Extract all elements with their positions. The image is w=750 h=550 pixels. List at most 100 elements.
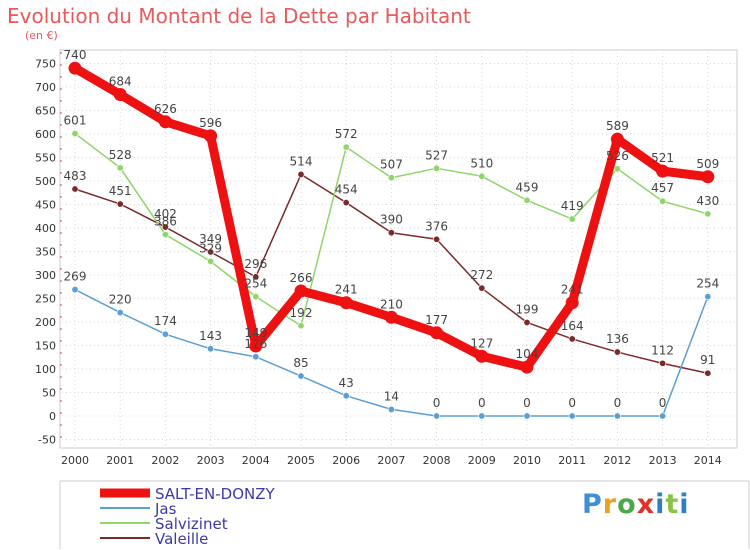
logo-letter: r xyxy=(602,489,618,520)
data-point xyxy=(387,229,395,237)
data-point xyxy=(116,164,124,172)
data-label: 528 xyxy=(109,148,132,162)
data-label: 430 xyxy=(696,194,719,208)
x-tick-label: 2013 xyxy=(649,454,677,467)
y-tick-label: 100 xyxy=(35,363,56,376)
data-label: 349 xyxy=(199,232,222,246)
x-tick-label: 2005 xyxy=(287,454,315,467)
y-tick-label: 350 xyxy=(35,246,56,259)
data-point xyxy=(610,132,624,146)
data-label: 510 xyxy=(470,156,493,170)
data-point xyxy=(161,223,169,231)
axes: -50 0 50 100 150 200 250 300 350 400 450 500 550 600 6… xyxy=(35,52,722,467)
data-label: 14 xyxy=(384,389,399,403)
data-point xyxy=(207,257,215,265)
y-tick-label: 700 xyxy=(35,81,56,94)
data-label: 269 xyxy=(64,270,87,284)
x-tick-label: 2000 xyxy=(61,454,89,467)
y-tick-label: 50 xyxy=(42,387,56,400)
plot-frame xyxy=(59,49,738,449)
data-point xyxy=(568,215,576,223)
data-point xyxy=(704,369,712,377)
data-point xyxy=(294,284,308,298)
data-label: 386 xyxy=(154,215,177,229)
series-group xyxy=(68,61,715,420)
logo-letter: x xyxy=(636,489,656,520)
data-point xyxy=(204,129,218,143)
chart-title: Evolution du Montant de la Dette par Hab… xyxy=(7,4,471,28)
data-label: 527 xyxy=(425,148,448,162)
data-point xyxy=(252,273,260,281)
data-point xyxy=(161,330,169,338)
data-point xyxy=(523,318,531,326)
data-point xyxy=(249,339,263,353)
data-point xyxy=(478,284,486,292)
data-label: 149 xyxy=(244,326,267,340)
data-label: 126 xyxy=(244,337,267,351)
data-labels: 483 451 402 349 296 514 454 390 376 272 199 164 136 1… xyxy=(64,48,720,410)
data-point xyxy=(475,349,489,363)
y-tick-label: -50 xyxy=(38,434,56,447)
data-point xyxy=(523,196,531,204)
data-point xyxy=(659,197,667,205)
data-point xyxy=(568,412,576,420)
data-point xyxy=(430,326,444,340)
data-label: 457 xyxy=(651,181,674,195)
data-point xyxy=(568,335,576,343)
legend-label: Valeille xyxy=(155,530,208,548)
x-tick-label: 2003 xyxy=(197,454,225,467)
data-point xyxy=(613,348,621,356)
x-tick-label: 2002 xyxy=(151,454,179,467)
logo-letter: i xyxy=(655,489,666,520)
data-point xyxy=(387,405,395,413)
y-unit-label: (en €) xyxy=(25,29,58,42)
data-point xyxy=(704,293,712,301)
data-label: 220 xyxy=(109,293,132,307)
data-label: 589 xyxy=(606,119,629,133)
data-point xyxy=(520,360,534,374)
data-label: 91 xyxy=(700,353,715,367)
data-point xyxy=(342,143,350,151)
data-label: 296 xyxy=(244,257,267,271)
x-tick-label: 2001 xyxy=(106,454,134,467)
data-point xyxy=(158,115,172,129)
data-label: 177 xyxy=(425,313,448,327)
data-label: 390 xyxy=(380,213,403,227)
x-tick-label: 2007 xyxy=(377,454,405,467)
data-point xyxy=(565,296,579,310)
y-tick-label: 200 xyxy=(35,316,56,329)
data-label: 0 xyxy=(433,396,441,410)
data-label: 136 xyxy=(606,332,629,346)
legend-label: Jas xyxy=(154,500,177,518)
data-point xyxy=(433,412,441,420)
data-label: 241 xyxy=(335,283,358,297)
data-point xyxy=(659,359,667,367)
data-label: 0 xyxy=(523,396,531,410)
data-label: 601 xyxy=(64,114,87,128)
data-label: 483 xyxy=(64,169,87,183)
data-label: 266 xyxy=(290,271,313,285)
data-point xyxy=(252,293,260,301)
y-tick-label: 750 xyxy=(35,58,56,71)
data-point xyxy=(433,235,441,243)
data-point xyxy=(613,412,621,420)
data-point xyxy=(387,174,395,182)
data-point xyxy=(342,199,350,207)
data-point xyxy=(161,231,169,239)
data-point xyxy=(704,210,712,218)
data-point xyxy=(701,170,715,184)
data-label: 376 xyxy=(425,219,448,233)
data-point xyxy=(68,61,82,75)
logo-letter: i xyxy=(679,489,690,520)
logo-letter: P xyxy=(582,489,603,520)
data-label: 127 xyxy=(470,336,493,350)
data-point xyxy=(71,130,79,138)
data-label: 0 xyxy=(659,396,667,410)
y-tick-label: 550 xyxy=(35,152,56,165)
data-point xyxy=(433,164,441,172)
y-tick-label: 450 xyxy=(35,199,56,212)
data-point xyxy=(116,200,124,208)
data-label: 143 xyxy=(199,329,222,343)
y-tick-label: 500 xyxy=(35,175,56,188)
data-label: 254 xyxy=(244,277,267,291)
